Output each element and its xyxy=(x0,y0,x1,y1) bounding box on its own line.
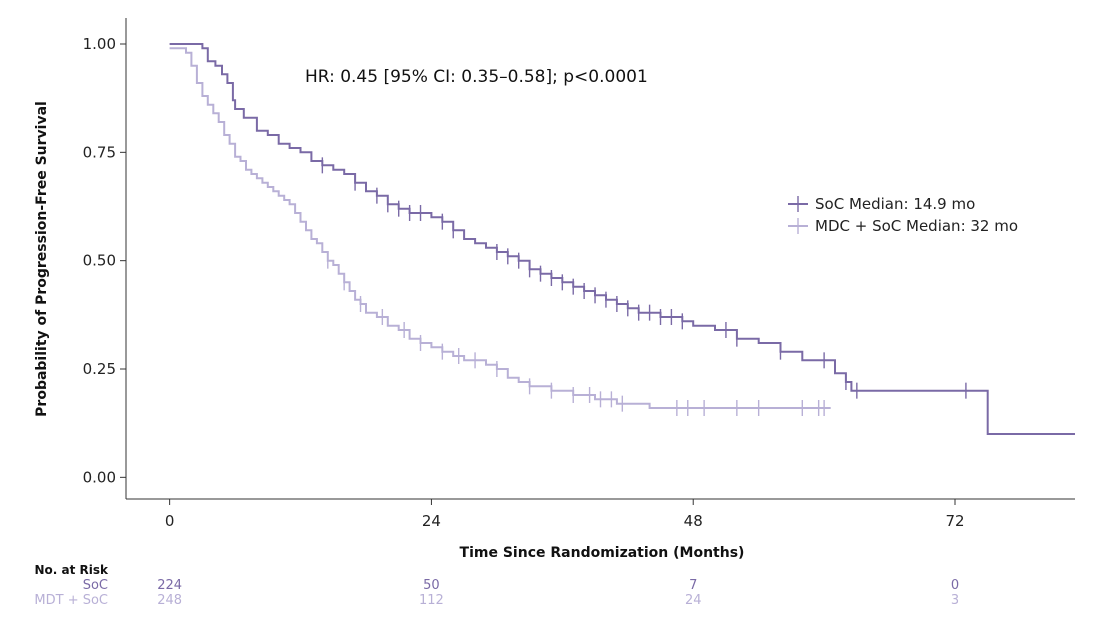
risk-row-label: MDT + SoC xyxy=(34,593,108,608)
x-tick-label: 0 xyxy=(165,512,175,530)
legend-item: SoC Median: 14.9 mo xyxy=(788,195,975,213)
risk-table: No. at Risk SoC 224 50 7 0 MDT + SoC 248 112 24 3 xyxy=(34,563,959,608)
y-tick-label: 0.50 xyxy=(83,252,116,270)
legend-label: SoC Median: 14.9 mo xyxy=(815,195,975,213)
x-tick-label: 48 xyxy=(684,512,703,530)
x-axis-title: Time Since Randomization (Months) xyxy=(460,545,745,561)
series-line xyxy=(169,43,1075,435)
x-ticks: 0 24 48 72 xyxy=(165,499,965,530)
risk-row: SoC 224 50 7 0 xyxy=(83,578,959,593)
y-tick-label: 0.00 xyxy=(83,468,116,486)
x-tick-label: 24 xyxy=(422,512,441,530)
y-ticks: 0.00 0.25 0.50 0.75 1.00 xyxy=(83,35,126,486)
risk-row-label: SoC xyxy=(83,578,108,593)
risk-value: 3 xyxy=(951,593,959,608)
legend-item: MDC + SoC Median: 32 mo xyxy=(788,217,1018,235)
risk-value: 248 xyxy=(157,593,182,608)
hr-annotation: HR: 0.45 [95% CI: 0.35–0.58]; p<0.0001 xyxy=(305,67,648,87)
series-group xyxy=(169,43,1075,435)
risk-table-title: No. at Risk xyxy=(34,563,109,577)
series-1 xyxy=(169,47,831,416)
y-tick-label: 0.75 xyxy=(83,143,116,161)
series-0 xyxy=(169,43,1075,435)
y-tick-label: 1.00 xyxy=(83,35,116,53)
risk-row: MDT + SoC 248 112 24 3 xyxy=(34,593,959,608)
risk-value: 112 xyxy=(419,593,444,608)
risk-value: 7 xyxy=(689,578,697,593)
risk-value: 224 xyxy=(157,578,182,593)
legend: SoC Median: 14.9 mo MDC + SoC Median: 32 … xyxy=(788,195,1018,235)
y-tick-label: 0.25 xyxy=(83,360,116,378)
y-axis-title: Probability of Progression-Free Survival xyxy=(34,101,50,417)
series-line xyxy=(169,47,831,409)
plot-axes xyxy=(125,18,1075,500)
risk-value: 0 xyxy=(951,578,959,593)
risk-value: 24 xyxy=(685,593,702,608)
x-tick-label: 72 xyxy=(945,512,964,530)
risk-rows: SoC 224 50 7 0 MDT + SoC 248 112 24 3 xyxy=(34,578,959,608)
legend-label: MDC + SoC Median: 32 mo xyxy=(815,217,1018,235)
risk-value: 50 xyxy=(423,578,440,593)
